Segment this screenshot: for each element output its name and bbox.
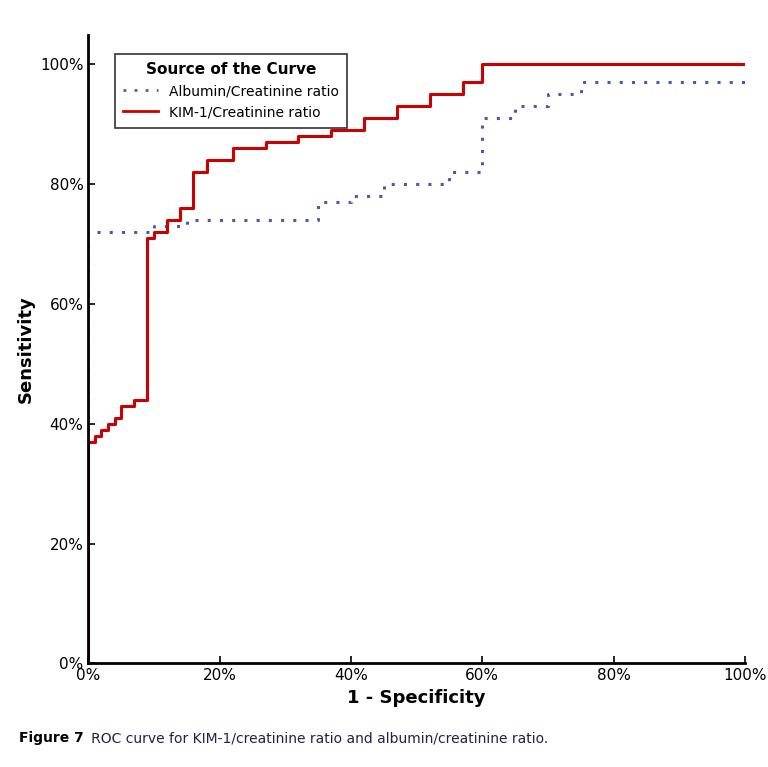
Albumin/Creatinine ratio — [511, 102, 520, 111]
Albumin/Creatinine ratio — [478, 168, 487, 177]
Albumin/Creatinine ratio — [117, 228, 126, 237]
KIM-1/Creatinine ratio — [261, 143, 270, 153]
Albumin/Creatinine ratio — [740, 77, 750, 87]
Albumin/Creatinine ratio — [97, 228, 106, 237]
Text: Figure 7: Figure 7 — [19, 731, 84, 746]
KIM-1/Creatinine ratio — [163, 216, 172, 225]
KIM-1/Creatinine ratio — [359, 114, 369, 123]
Line: KIM-1/Creatinine ratio: KIM-1/Creatinine ratio — [88, 64, 745, 663]
Y-axis label: Sensitivity: Sensitivity — [16, 295, 35, 403]
Albumin/Creatinine ratio — [215, 216, 224, 225]
Albumin/Creatinine ratio — [543, 90, 552, 99]
Albumin/Creatinine ratio — [313, 216, 323, 225]
Albumin/Creatinine ratio — [313, 198, 323, 207]
Albumin/Creatinine ratio — [248, 216, 257, 225]
Albumin/Creatinine ratio — [346, 198, 356, 207]
Albumin/Creatinine ratio — [642, 77, 651, 87]
KIM-1/Creatinine ratio — [294, 132, 303, 141]
Albumin/Creatinine ratio — [511, 114, 520, 123]
Albumin/Creatinine ratio — [379, 179, 389, 189]
Albumin/Creatinine ratio — [379, 192, 389, 201]
Albumin/Creatinine ratio — [445, 179, 454, 189]
Albumin/Creatinine ratio — [675, 77, 684, 87]
X-axis label: 1 - Specificity: 1 - Specificity — [347, 689, 486, 707]
Albumin/Creatinine ratio — [182, 222, 191, 231]
Legend: Albumin/Creatinine ratio, KIM-1/Creatinine ratio: Albumin/Creatinine ratio, KIM-1/Creatini… — [115, 54, 347, 127]
Albumin/Creatinine ratio — [675, 77, 684, 87]
Albumin/Creatinine ratio — [84, 228, 93, 237]
Albumin/Creatinine ratio — [576, 77, 585, 87]
Albumin/Creatinine ratio — [543, 102, 552, 111]
Albumin/Creatinine ratio — [117, 228, 126, 237]
KIM-1/Creatinine ratio — [294, 138, 303, 147]
Albumin/Creatinine ratio — [707, 77, 717, 87]
Line: Albumin/Creatinine ratio: Albumin/Creatinine ratio — [88, 82, 745, 663]
Albumin/Creatinine ratio — [478, 114, 487, 123]
Albumin/Creatinine ratio — [346, 192, 356, 201]
Albumin/Creatinine ratio — [149, 222, 159, 231]
Albumin/Creatinine ratio — [182, 216, 191, 225]
Albumin/Creatinine ratio — [707, 77, 717, 87]
Albumin/Creatinine ratio — [84, 659, 93, 668]
KIM-1/Creatinine ratio — [478, 60, 487, 69]
Albumin/Creatinine ratio — [97, 228, 106, 237]
KIM-1/Creatinine ratio — [110, 420, 119, 429]
Text: ROC curve for KIM-1/creatinine ratio and albumin/creatinine ratio.: ROC curve for KIM-1/creatinine ratio and… — [78, 731, 548, 746]
Albumin/Creatinine ratio — [149, 228, 159, 237]
Albumin/Creatinine ratio — [445, 168, 454, 177]
KIM-1/Creatinine ratio — [740, 60, 750, 69]
Albumin/Creatinine ratio — [248, 216, 257, 225]
KIM-1/Creatinine ratio — [84, 659, 93, 668]
Albumin/Creatinine ratio — [642, 77, 651, 87]
Albumin/Creatinine ratio — [576, 90, 585, 99]
Albumin/Creatinine ratio — [215, 216, 224, 225]
